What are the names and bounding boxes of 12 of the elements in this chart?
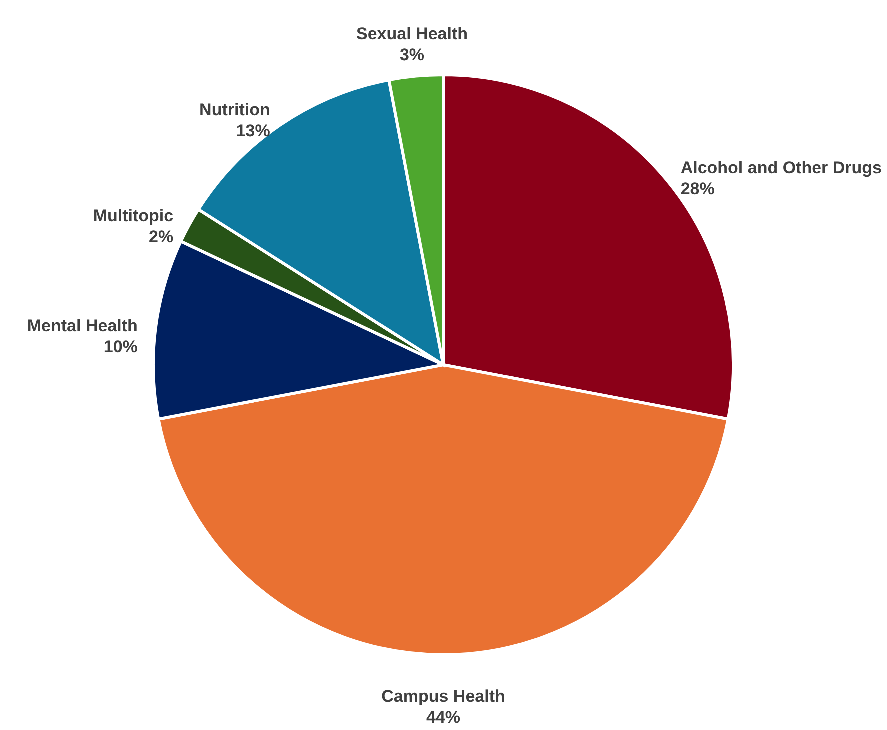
slice-label: Campus Health bbox=[382, 687, 506, 706]
slice-label: Alcohol and Other Drugs bbox=[680, 158, 882, 178]
slice-label: Nutrition bbox=[200, 100, 270, 120]
data-label: 13% bbox=[236, 121, 270, 140]
slice-label: Sexual Health bbox=[356, 24, 468, 44]
slice-label: Multitopic bbox=[93, 206, 174, 226]
data-label: 2% bbox=[149, 228, 174, 247]
slice-label: Mental Health bbox=[27, 316, 138, 336]
data-label: 10% bbox=[104, 337, 138, 356]
data-label: 3% bbox=[400, 45, 425, 64]
data-label: 44% bbox=[426, 708, 461, 727]
data-label: 28% bbox=[680, 180, 715, 199]
